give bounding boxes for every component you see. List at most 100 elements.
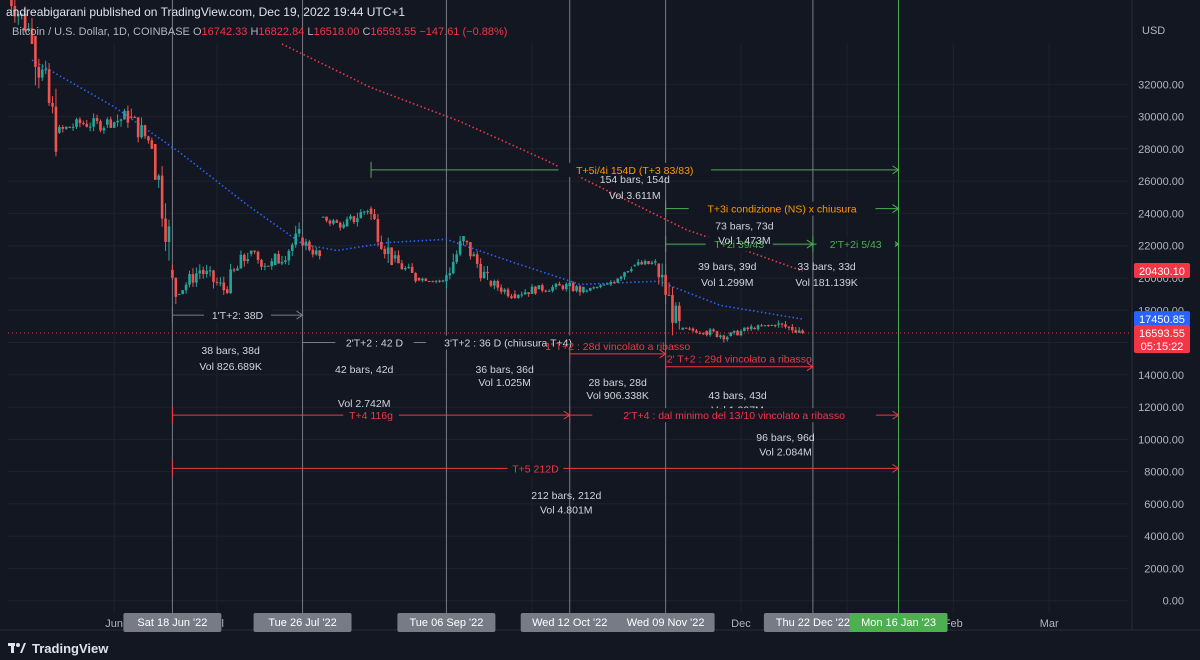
range-stats-text: 212 bars, 212d — [531, 490, 601, 502]
range-label: T+2i 39/43 — [714, 239, 764, 251]
range-label-bg — [705, 237, 773, 252]
candle-body — [212, 270, 215, 282]
candle-body — [71, 126, 75, 128]
candle-body — [297, 229, 301, 234]
candle-body — [294, 233, 298, 245]
price-axis[interactable]: 0.00 2000.00 4000.00 6000.00 8000.00 10000.00… — [1131, 0, 1190, 630]
range-stats-text: 73 bars, 73d — [715, 221, 774, 233]
candle-body — [417, 277, 421, 281]
candle-body — [273, 253, 277, 266]
low-label: L — [307, 26, 314, 38]
price-tag-countdown: 05:15:22 — [1141, 341, 1184, 353]
y-tick-label: 26000.00 — [1138, 176, 1184, 188]
low-value: 16518.00 — [313, 26, 360, 38]
candle-body — [585, 290, 589, 292]
range-label: 1' T+2 : 28d vincolato a ribasso — [545, 341, 690, 353]
range-stats-text: 28 bars, 28d — [588, 377, 647, 389]
candle-body — [770, 324, 774, 326]
candle-body — [164, 218, 167, 242]
candle-body — [712, 329, 715, 332]
candle-body — [527, 292, 530, 294]
close-label: C — [362, 26, 371, 38]
tradingview-logo-icon — [8, 641, 26, 655]
candle-body — [606, 283, 609, 285]
candle-body — [787, 326, 791, 328]
candle-body — [455, 254, 458, 262]
range-label-bg — [507, 461, 564, 476]
candle-body — [335, 220, 339, 223]
candle-body — [311, 249, 315, 255]
change-value: −147.61 (−0.88%) — [419, 26, 508, 38]
candle-body — [582, 286, 585, 293]
range-stats-text: Vol 3.611M — [609, 190, 661, 202]
candle-body — [465, 240, 469, 243]
y-tick-label: 22000.00 — [1138, 241, 1184, 253]
candle-body — [763, 325, 767, 327]
candle-body — [171, 269, 174, 278]
candle-body — [564, 284, 568, 290]
range-stats-text: 36 bars, 36d — [475, 364, 534, 376]
candle-body — [725, 337, 729, 340]
open-label: O — [192, 26, 202, 38]
candle-body — [441, 280, 445, 282]
candle-body — [595, 286, 599, 288]
candle-body — [541, 285, 544, 291]
candle-body — [167, 226, 171, 242]
candle-body — [554, 283, 558, 288]
candle-body — [376, 219, 380, 242]
range-label-bg — [426, 335, 591, 350]
candle-body — [225, 289, 229, 294]
candle-body — [112, 122, 116, 128]
candle-body — [75, 119, 78, 127]
range-stats-text: Vol 181.139K — [795, 277, 857, 289]
candle-body — [222, 282, 226, 291]
candle-body — [34, 35, 37, 67]
candle-body — [328, 220, 332, 224]
candle-body — [249, 250, 253, 254]
candle-body — [633, 264, 637, 266]
candle-body — [243, 254, 246, 262]
candle-body — [308, 241, 311, 250]
tradingview-branding[interactable]: TradingView — [8, 639, 108, 657]
range-arrowhead — [806, 362, 814, 372]
candle-body — [20, 13, 24, 15]
candle-body — [61, 127, 65, 129]
candle-body — [260, 259, 263, 267]
candle-body — [332, 220, 335, 224]
candle-body — [427, 281, 431, 283]
high-label: H — [250, 26, 259, 38]
candle-body — [287, 250, 291, 261]
symbol-name[interactable]: Bitcoin / U.S. Dollar, 1D, COINBASE — [12, 26, 190, 38]
candle-body — [616, 278, 619, 283]
candle-body — [722, 335, 726, 340]
candle-body — [671, 295, 674, 323]
candle-body — [393, 255, 397, 259]
candle-body — [407, 266, 411, 269]
y-tick-label: 32000.00 — [1138, 79, 1184, 91]
candle-body — [489, 281, 493, 286]
candle-body — [681, 327, 685, 330]
candle-body — [469, 242, 472, 257]
candle-body — [246, 259, 250, 262]
candle-body — [496, 280, 500, 288]
candle-body — [479, 263, 482, 279]
range-arrowhead — [892, 410, 900, 420]
candle-body — [253, 250, 256, 252]
candle-body — [85, 123, 89, 127]
date-tag-label: Thu 22 Dec '22 — [776, 617, 850, 629]
candle-body — [27, 28, 30, 31]
candle-body — [88, 126, 92, 128]
date-tag — [849, 613, 948, 632]
date-tag — [520, 613, 619, 632]
date-tag — [763, 613, 862, 632]
candle-body — [136, 117, 140, 138]
candle-body — [523, 292, 527, 295]
range-label: T+5i/4i 154D (T+3 83/83) — [576, 165, 693, 177]
candle-body — [195, 273, 198, 283]
candle-body — [506, 289, 510, 297]
candle-body — [414, 272, 417, 282]
date-tag-label: Tue 06 Sep '22 — [409, 617, 483, 629]
candle-body — [561, 285, 565, 290]
